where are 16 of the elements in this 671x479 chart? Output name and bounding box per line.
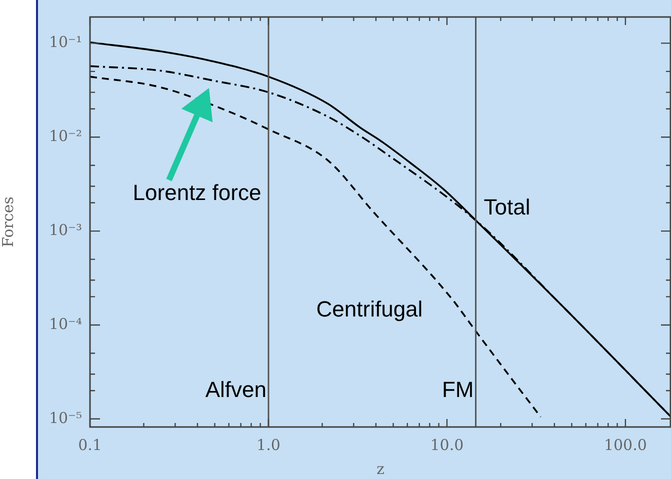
annotation: Lorentz force	[132, 180, 262, 206]
x-axis-title: z	[376, 460, 385, 478]
y-axis-title: Forces	[0, 196, 17, 248]
y-tick-label: 10⁻⁴	[48, 314, 82, 333]
y-tick-label: 10⁻⁵	[48, 408, 82, 427]
x-tick-label: 1.0	[256, 436, 280, 454]
ref-line-label: Alfven	[205, 377, 266, 402]
series-label: Centrifugal	[316, 296, 423, 322]
y-tick-label: 10⁻³	[48, 220, 82, 239]
x-tick-label: 100.0	[604, 436, 647, 454]
y-tick-label: 10⁻¹	[48, 33, 82, 52]
x-tick-label: 0.1	[78, 436, 102, 454]
y-tick-label: 10⁻²	[48, 127, 82, 146]
x-tick-label: 10.0	[430, 436, 464, 454]
series-label: Total	[484, 194, 530, 220]
ref-line-label: FM	[442, 377, 474, 402]
